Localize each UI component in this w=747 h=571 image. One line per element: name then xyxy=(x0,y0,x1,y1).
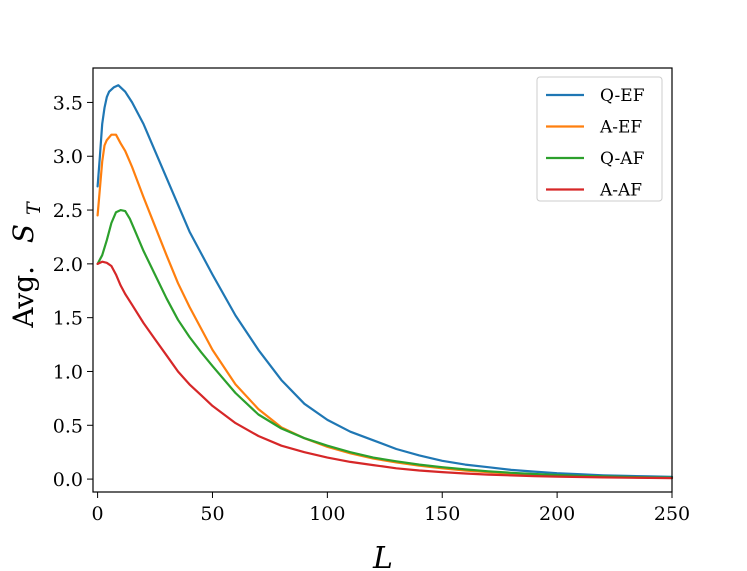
legend-label-a-af: A-AF xyxy=(599,181,642,201)
legend-label-q-af: Q-AF xyxy=(600,149,645,169)
series-line-q-af xyxy=(96,209,674,479)
x-axis-label: L xyxy=(372,541,393,571)
plot-area-frame xyxy=(92,67,673,493)
series-line-q-ef xyxy=(96,84,674,478)
legend-label-a-ef: A-EF xyxy=(599,118,642,138)
y-axis-label-symbol: S xyxy=(7,224,40,243)
y-axis-label: Avg. S T xyxy=(7,201,45,329)
x-axis: 0 50 100 150 200 250 xyxy=(92,492,690,525)
series-layer xyxy=(96,84,674,480)
y-axis-label-prefix: Avg. xyxy=(7,266,40,329)
x-tick-label: 200 xyxy=(539,503,575,525)
y-tick-label: 1.0 xyxy=(53,361,83,383)
x-tick-label: 150 xyxy=(424,503,460,525)
legend-box xyxy=(536,76,663,202)
y-tick-label: 0.0 xyxy=(53,469,83,491)
x-tick-label: 250 xyxy=(654,503,690,525)
series-line-a-af xyxy=(96,260,674,480)
y-tick-label: 2.0 xyxy=(53,254,83,276)
legend-label-q-ef: Q-EF xyxy=(600,86,645,106)
x-tick-label: 0 xyxy=(92,503,104,525)
y-tick-label: 3.0 xyxy=(53,146,83,168)
x-tick-label: 100 xyxy=(309,503,345,525)
y-axis: 0.0 0.5 1.0 1.5 2.0 2.5 3.0 3.5 xyxy=(53,92,93,491)
y-tick-label: 0.5 xyxy=(53,415,83,437)
y-tick-label: 1.5 xyxy=(53,308,83,330)
x-tick-label: 50 xyxy=(200,503,224,525)
y-tick-label: 2.5 xyxy=(53,200,83,222)
legend: Q-EF A-EF Q-AF A-AF xyxy=(536,76,663,202)
y-axis-label-subscript: T xyxy=(23,201,45,215)
y-tick-label: 3.5 xyxy=(53,92,83,114)
